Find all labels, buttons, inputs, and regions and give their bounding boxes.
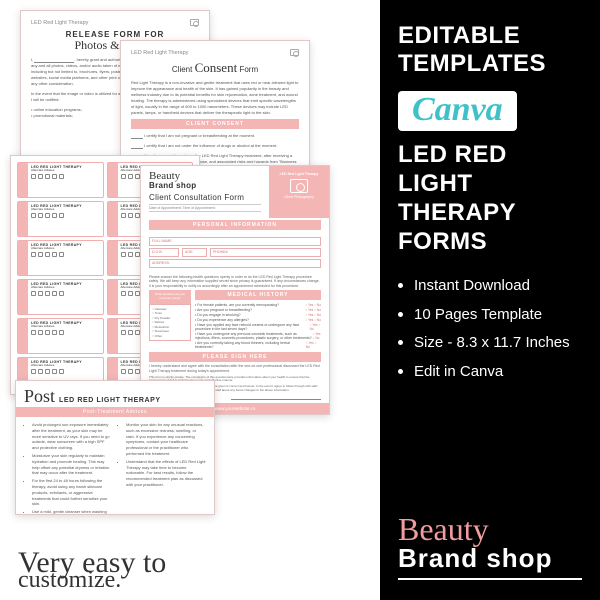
canva-badge: Canva: [398, 91, 517, 131]
p1-li1: online education programs;: [34, 107, 82, 112]
aftercare-card: LED RED LIGHT THERAPYAftercare Advices: [17, 279, 104, 315]
p4-tr1: LED Red Light Therapy: [275, 172, 323, 177]
p5-col2: Monitor your skin for any unusual reacti…: [118, 422, 206, 515]
p2-tc: Form: [239, 65, 258, 74]
p5-title: LED RED LIGHT THERAPY: [59, 397, 161, 404]
info-sidebar: EDITABLE TEMPLATES Canva LED RED LIGHT T…: [380, 0, 600, 600]
p4-sec2: MEDICAL HISTORY: [195, 290, 321, 300]
brand-logo: Beauty Brand shop: [398, 517, 582, 580]
p4-tr2: Client Photography: [275, 195, 323, 200]
camera-icon: [290, 49, 299, 56]
sidebox-title: What products are you currently using?: [149, 290, 191, 303]
tagline-2: customize.: [18, 567, 121, 594]
p2-ta: Client: [172, 65, 192, 74]
page-post-treatment: Post LED RED LIGHT THERAPY Post-Treatmen…: [15, 380, 215, 515]
field-age: AGE:: [182, 248, 207, 257]
p2-header: LED Red Light Therapy: [131, 50, 188, 56]
sidebar-bullet: Size - 8.3 x 11.7 Inches: [398, 329, 582, 358]
sidebar-bullet: 10 Pages Template: [398, 301, 582, 330]
sidebar-bullet: Edit in Canva: [398, 358, 582, 387]
field-dob: D.O.B:: [149, 248, 179, 257]
p2-c2: I certify that I am not under the influe…: [144, 143, 277, 148]
sidebar-heading2: LED RED LIGHT THERAPY FORMS: [398, 141, 582, 256]
sidebar-bullets: Instant Download10 Pages TemplateSize - …: [398, 272, 582, 386]
sidebar-heading1: EDITABLE TEMPLATES: [398, 22, 582, 77]
logo-underline: [398, 578, 582, 580]
p4-title: Client Consultation Form: [149, 193, 261, 202]
sidebar-bullet: Instant Download: [398, 272, 582, 301]
field-fullname: FULL NAME:: [149, 237, 321, 246]
field-address: ADDRESS:: [149, 259, 321, 268]
p5-sub: Post-Treatment Advices: [16, 407, 214, 417]
p4-brand2: Brand shop: [149, 181, 261, 190]
preview-stage: LED Red Light Therapy RELEASE FORM FOR P…: [0, 0, 380, 600]
p1-li2: promotional materials;: [34, 113, 73, 118]
p5-col1: Avoid prolonged sun exposure immediately…: [24, 422, 112, 515]
aftercare-card: LED RED LIGHT THERAPYAftercare Advices: [17, 201, 104, 237]
camera-icon: [290, 179, 308, 193]
logo-script: Beauty: [398, 517, 582, 543]
camera-icon: [190, 19, 199, 26]
page-consultation-form: Beauty Brand shop Client Consultation Fo…: [140, 165, 330, 415]
p4-meta: Date of Appointment: Time of Appointment…: [149, 204, 261, 212]
p1-header: LED Red Light Therapy: [31, 20, 88, 26]
logo-block: Brand shop: [398, 543, 582, 574]
p2-c1: I certify that I am not pregnant or brea…: [144, 133, 255, 138]
p2-sec: CLIENT CONSENT: [131, 119, 299, 129]
field-phone: PHONE#:: [210, 248, 321, 257]
p5-post: Post: [24, 386, 55, 407]
p4-intro: Please answer the following health quest…: [141, 273, 329, 291]
p4-sigintro: I hereby understand and agree with the c…: [141, 364, 329, 375]
p4-brand1: Beauty: [149, 172, 261, 181]
p2-intro: Red Light Therapy is a non-invasive and …: [131, 80, 299, 116]
aftercare-card: LED RED LIGHT THERAPYAftercare Advices: [17, 318, 104, 354]
aftercare-card: LED RED LIGHT THERAPYAftercare Advices: [17, 240, 104, 276]
p4-sec1: PERSONAL INFORMATION: [149, 220, 321, 230]
p2-tb: Consent: [195, 60, 238, 75]
p4-sec3: PLEASE SIGN HERE: [149, 352, 321, 362]
aftercare-card: LED RED LIGHT THERAPYAftercare Advices: [17, 162, 104, 198]
